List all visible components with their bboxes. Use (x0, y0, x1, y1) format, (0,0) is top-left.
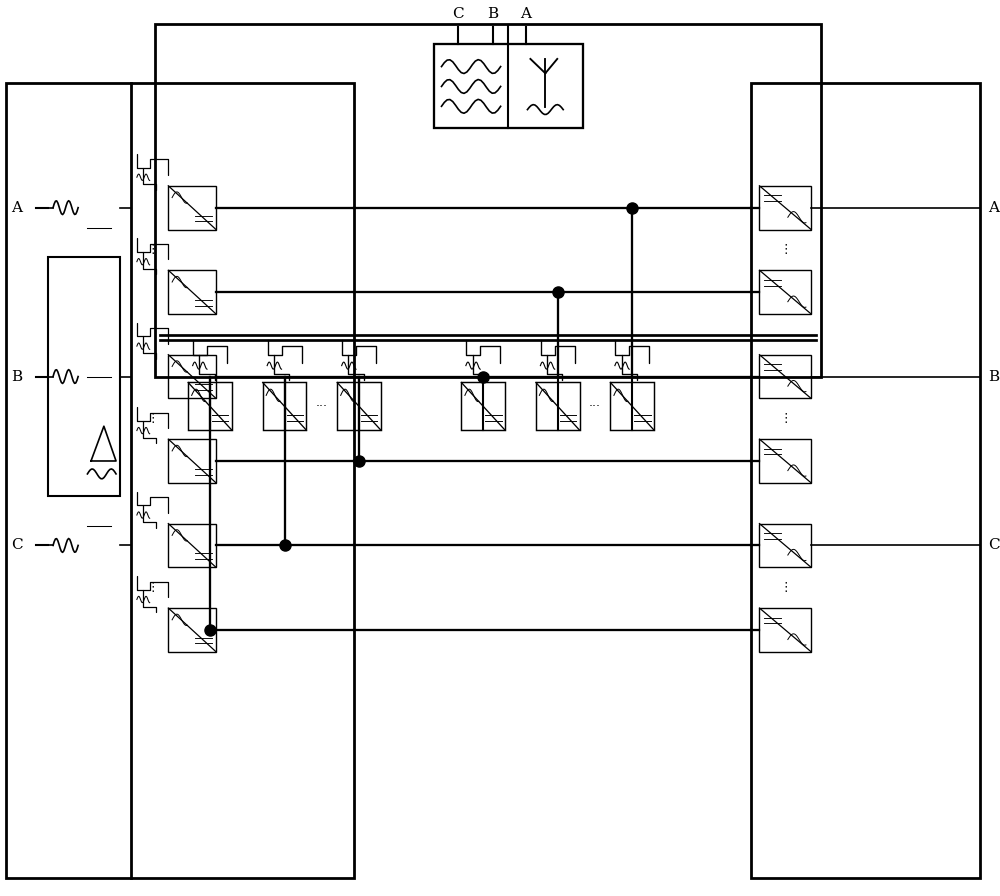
Text: B: B (11, 369, 22, 383)
Text: ···: ··· (316, 400, 328, 413)
Bar (168, 355, 216, 399)
Text: ⋮: ⋮ (779, 582, 792, 594)
Bar (759, 355, 811, 399)
Bar (168, 608, 216, 651)
Bar (188, 383, 232, 430)
Bar (759, 439, 811, 483)
Text: B: B (988, 369, 999, 383)
Bar (759, 608, 811, 651)
Bar (155, 24, 821, 376)
Bar (168, 271, 216, 314)
Text: C: C (11, 538, 23, 553)
Text: A: A (520, 7, 531, 21)
Text: ⋮: ⋮ (779, 412, 792, 426)
Text: A: A (11, 201, 22, 215)
Bar (759, 185, 811, 229)
Text: ⋮: ⋮ (146, 244, 159, 256)
Text: C: C (453, 7, 464, 21)
Bar (759, 271, 811, 314)
Bar (610, 383, 654, 430)
Bar (536, 383, 580, 430)
Text: ···: ··· (589, 400, 601, 413)
Bar (461, 383, 505, 430)
Text: C: C (988, 538, 1000, 553)
Text: ⋮: ⋮ (146, 582, 159, 594)
Bar (168, 523, 216, 567)
Text: A: A (988, 201, 999, 215)
Bar (168, 185, 216, 229)
Bar (48, 257, 120, 495)
Bar (168, 439, 216, 483)
Bar (337, 383, 381, 430)
Bar (6, 83, 354, 878)
Bar (759, 523, 811, 567)
Text: B: B (488, 7, 499, 21)
Bar (263, 383, 306, 430)
Bar (434, 44, 583, 128)
Text: ⋮: ⋮ (779, 244, 792, 256)
Bar (751, 83, 980, 878)
Text: ⋮: ⋮ (146, 412, 159, 426)
